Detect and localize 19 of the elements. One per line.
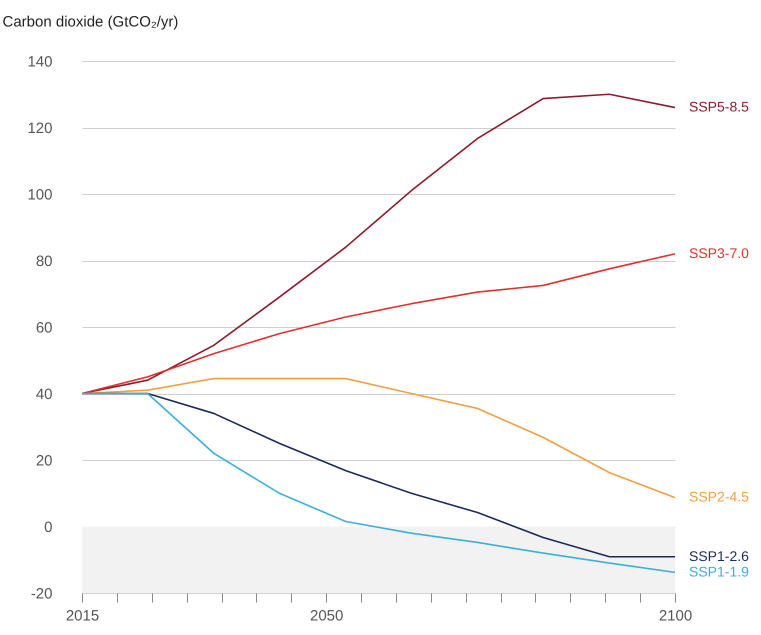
series-label: SSP2-4.5 [689,488,750,505]
series-label: SSP1-2.6 [689,548,750,564]
y-tick-label: 20 [36,452,52,470]
line-series [81,253,676,394]
y-tick-label: 40 [36,386,52,403]
x-tick-label: 2015 [66,608,100,624]
x-tick-label: 2050 [310,608,344,624]
y-tick-label: 80 [36,253,52,270]
x-tick-label: 2100 [658,608,692,624]
y-tick-label: 140 [27,54,52,70]
y-tick-label: 0 [44,519,52,536]
y-tick-label: -20 [30,586,52,602]
y-tick-label: 60 [36,320,52,336]
series-label: SSP3-7.0 [689,244,750,261]
y-axis-title: Carbon dioxide (GtCO₂/yr) [2,14,178,30]
series-label: SSP5-8.5 [689,98,750,115]
y-tick-label: 100 [27,186,52,204]
series-label: SSP1-1.9 [689,563,750,580]
y-tick-label: 120 [27,120,52,137]
